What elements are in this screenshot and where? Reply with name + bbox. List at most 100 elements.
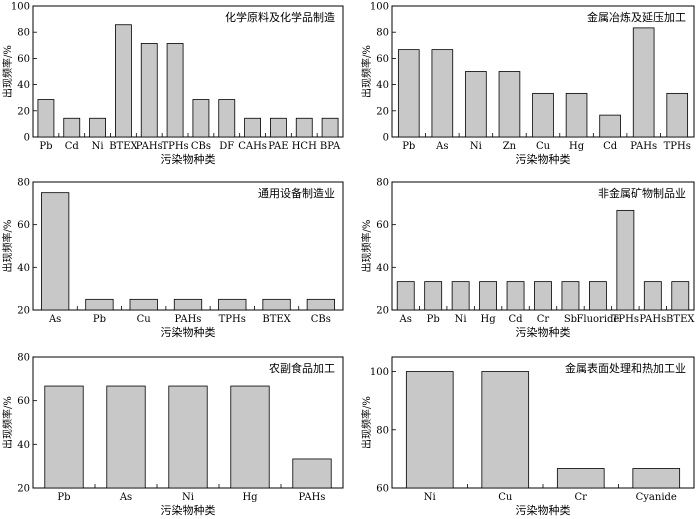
bar-btex: [262, 298, 291, 311]
y-axis-label: 出现频率/%: [1, 45, 14, 98]
x-tick-label: BPA: [320, 141, 341, 152]
x-tick-label: BTEX: [109, 141, 138, 152]
x-tick-label: Cu: [498, 492, 513, 503]
bar-btex: [115, 24, 132, 138]
x-tick-label: Pb: [427, 314, 440, 325]
bar-cu: [481, 371, 530, 489]
x-tick-label: Fluoride: [576, 314, 619, 325]
x-tick-label: As: [119, 492, 132, 503]
bar-cbs: [306, 298, 335, 311]
bar-cbs: [192, 99, 210, 138]
y-tick-label: 80: [17, 28, 30, 39]
bar-cr: [556, 468, 605, 489]
bar-ni: [465, 71, 487, 138]
bar-tphs: [166, 43, 184, 138]
bar-hch: [295, 117, 313, 138]
bar-cyanide: [632, 468, 681, 489]
x-tick-label: Ni: [182, 492, 194, 503]
y-tick-label: 100: [370, 367, 389, 378]
x-tick-label: Pb: [57, 492, 70, 503]
chart-title: 非金属矿物制品业: [598, 186, 686, 200]
x-tick-label: Cu: [536, 141, 551, 152]
x-tick-label: Cr: [575, 492, 588, 503]
chart-title: 金属冶炼及延压加工: [587, 10, 686, 24]
bar-fluoride: [588, 281, 607, 311]
y-tick-label: 100: [11, 2, 30, 13]
bar-cahs: [244, 117, 261, 138]
bar-as: [106, 385, 146, 489]
x-tick-label: As: [48, 314, 61, 325]
x-tick-label: CBs: [311, 314, 331, 325]
x-tick-label: Cd: [65, 141, 80, 152]
bar-pb: [44, 385, 84, 489]
x-tick-label: Pb: [402, 141, 415, 152]
y-tick-label: 40: [376, 263, 389, 274]
x-tick-label: PAHs: [299, 492, 326, 503]
bar-ni: [451, 281, 470, 311]
y-tick-label: 0: [24, 133, 30, 144]
y-tick-label: 20: [17, 106, 30, 117]
x-tick-label: DF: [219, 141, 234, 152]
y-tick-label: 0: [383, 133, 389, 144]
y-tick-label: 80: [17, 178, 30, 189]
plot-frame: [32, 5, 344, 138]
x-tick-label: TPHs: [612, 314, 639, 325]
y-tick-label: 40: [17, 80, 30, 91]
bar-as: [41, 192, 70, 311]
x-tick-label: Zn: [503, 141, 517, 152]
bar-hg: [565, 92, 588, 138]
x-axis-label: 污染物种类: [161, 325, 216, 339]
bar-pae: [270, 117, 287, 138]
x-tick-label: Sb: [564, 314, 577, 325]
x-tick-label: PAHs: [136, 141, 163, 152]
x-tick-label: Ni: [92, 141, 104, 152]
x-tick-label: Hg: [242, 492, 258, 503]
x-tick-label: CBs: [191, 141, 211, 152]
y-tick-label: 100: [370, 2, 389, 13]
x-tick-label: TPHs: [664, 141, 691, 152]
bar-cd: [506, 281, 525, 311]
x-axis-label: 污染物种类: [161, 503, 216, 517]
chart-title: 通用设备制造业: [258, 186, 335, 200]
x-tick-label: PAHs: [639, 314, 666, 325]
y-axis-label: 出现频率/%: [360, 45, 373, 98]
x-tick-label: As: [435, 141, 448, 152]
chart-title: 农副食品加工: [269, 361, 335, 375]
x-tick-label: HCH: [292, 141, 317, 152]
bar-ni: [168, 385, 208, 489]
x-tick-label: Cd: [603, 141, 618, 152]
x-tick-label: Cyanide: [636, 492, 677, 503]
x-tick-label: TPHs: [161, 141, 188, 152]
x-tick-label: Cd: [509, 314, 524, 325]
y-tick-label: 20: [17, 484, 30, 495]
y-tick-label: 80: [376, 425, 389, 436]
bar-cd: [599, 114, 621, 138]
bar-pahs: [292, 458, 332, 489]
x-tick-label: PAHs: [630, 141, 657, 152]
bar-zn: [498, 71, 521, 138]
chart-panel-2: 0 20 40 60 80 100 Pb As Ni Zn Cu Hg Cd PAHs TPHs 金属冶炼及延…: [360, 2, 695, 166]
y-axis-label: 出现频率/%: [360, 220, 373, 273]
x-tick-label: Ni: [470, 141, 482, 152]
bar-tphs: [218, 298, 247, 311]
x-tick-label: TPHs: [219, 314, 246, 325]
bar-hg: [230, 385, 270, 489]
x-tick-label: Cu: [137, 314, 152, 325]
bar-tphs: [616, 209, 635, 311]
x-tick-label: PAE: [268, 141, 288, 152]
x-tick-label: Pb: [93, 314, 106, 325]
x-tick-label: PAHs: [175, 314, 202, 325]
x-tick-label: Ni: [424, 492, 436, 503]
x-tick-label: Cr: [537, 314, 550, 325]
x-tick-label: Pb: [39, 141, 52, 152]
bar-btex: [671, 281, 690, 311]
x-tick-label: BTEX: [666, 314, 695, 325]
y-tick-label: 60: [376, 220, 389, 231]
y-axis-label: 出现频率/%: [1, 396, 14, 449]
bar-as: [431, 49, 454, 138]
bar-tphs: [666, 92, 689, 138]
